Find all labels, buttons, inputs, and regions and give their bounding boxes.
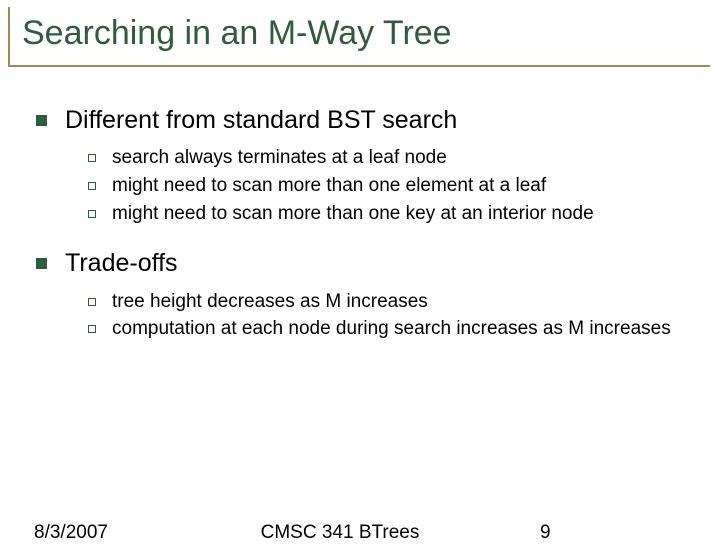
bullet-lvl2: might need to scan more than one key at …: [88, 202, 690, 227]
hollow-square-bullet-icon: [88, 298, 96, 306]
slide: Searching in an M-Way Tree Different fro…: [0, 0, 720, 540]
title-rule: [8, 65, 720, 67]
bullet-lvl2-group: search always terminates at a leaf node …: [36, 146, 690, 226]
hollow-square-bullet-icon: [88, 325, 96, 333]
content-area: Different from standard BST search searc…: [0, 67, 720, 342]
hollow-square-bullet-icon: [88, 154, 96, 162]
bullet-lvl1-text: Trade-offs: [65, 248, 178, 279]
bullet-lvl2-text: search always terminates at a leaf node: [112, 146, 447, 171]
title-area: Searching in an M-Way Tree: [0, 0, 720, 59]
bullet-lvl2-group: tree height decreases as M increases com…: [36, 290, 690, 342]
bullet-lvl2-text: might need to scan more than one element…: [112, 174, 546, 199]
bullet-lvl2: search always terminates at a leaf node: [88, 146, 690, 171]
footer-center: CMSC 341 BTrees: [261, 522, 420, 544]
bullet-lvl2-text: might need to scan more than one key at …: [112, 202, 594, 227]
slide-title: Searching in an M-Way Tree: [22, 14, 698, 53]
bullet-lvl2: tree height decreases as M increases: [88, 290, 690, 315]
bullet-lvl2-text: computation at each node during search i…: [112, 317, 671, 342]
square-bullet-icon: [36, 115, 47, 126]
bullet-lvl1: Different from standard BST search: [36, 105, 690, 136]
bullet-lvl1-text: Different from standard BST search: [65, 105, 457, 136]
footer-page-number: 9: [540, 522, 551, 544]
bullet-lvl2-text: tree height decreases as M increases: [112, 290, 428, 315]
square-bullet-icon: [36, 258, 47, 269]
hollow-square-bullet-icon: [88, 210, 96, 218]
title-rule-vertical: [8, 7, 10, 65]
bullet-lvl2: computation at each node during search i…: [88, 317, 690, 342]
bullet-lvl1: Trade-offs: [36, 248, 690, 279]
hollow-square-bullet-icon: [88, 182, 96, 190]
footer-center-wrap: CMSC 341 BTrees: [0, 522, 720, 544]
title-rule-horizontal: [8, 65, 710, 67]
bullet-lvl2: might need to scan more than one element…: [88, 174, 690, 199]
